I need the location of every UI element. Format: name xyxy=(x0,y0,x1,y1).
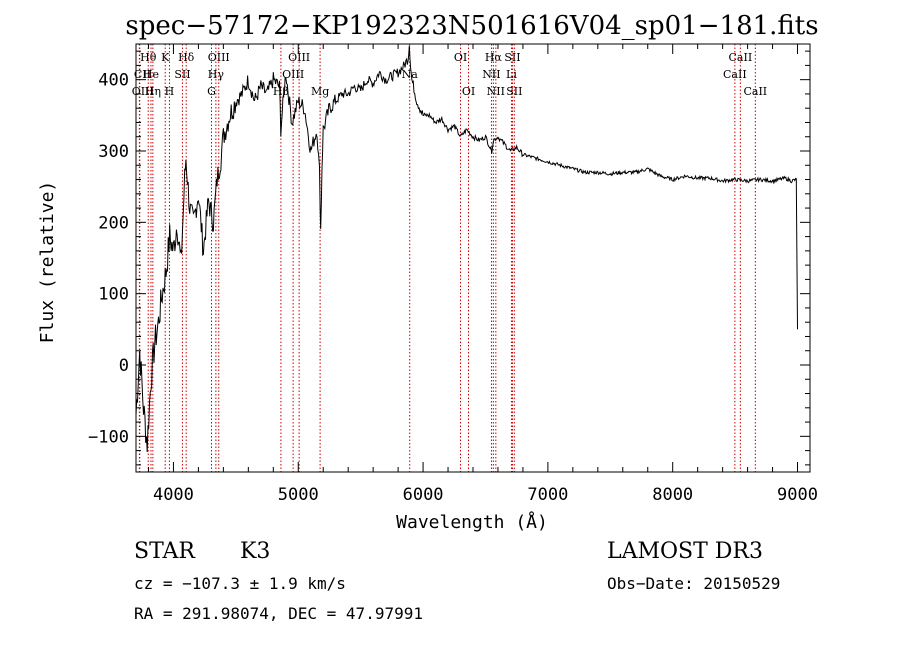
spectral-line-markers xyxy=(138,44,756,472)
coordinates: RA = 291.98074, DEC = 47.97991 xyxy=(134,604,423,623)
spectrum-series-line xyxy=(135,45,798,453)
y-tick-label: 400 xyxy=(98,71,129,91)
observation-date: Obs−Date: 20150529 xyxy=(607,574,780,593)
line-label: OI xyxy=(462,85,475,98)
line-label: NII xyxy=(482,68,500,81)
x-tick-label: 6000 xyxy=(403,485,444,505)
line-label: OIII xyxy=(208,51,230,64)
line-label: NII xyxy=(487,85,505,98)
y-axis-label: Flux (relative) xyxy=(37,181,58,344)
survey-name: LAMOST DR3 xyxy=(607,539,763,564)
plot-frame xyxy=(135,43,811,473)
chart-title: spec−57172−KP192323N501616V04_sp01−181.f… xyxy=(125,11,818,41)
object-subclass: K3 xyxy=(240,539,270,564)
line-label: CaII xyxy=(723,68,747,81)
line-label: H xyxy=(165,85,175,98)
line-label: CaII xyxy=(729,51,753,64)
line-label: Hθ xyxy=(140,51,157,64)
y-axis: −100 0 100 200 300 400 xyxy=(88,50,810,466)
line-label: Hβ xyxy=(273,85,289,98)
line-label: SII xyxy=(504,51,520,64)
line-label: OIII xyxy=(288,51,310,64)
redshift-velocity: cz = −107.3 ± 1.9 km/s xyxy=(134,574,346,593)
x-tick-label: 7000 xyxy=(527,485,568,505)
line-label: Hγ xyxy=(208,68,225,81)
x-tick-label: 9000 xyxy=(777,485,818,505)
line-label: Hδ xyxy=(178,51,195,64)
line-label: SII xyxy=(174,68,190,81)
y-tick-label: 100 xyxy=(98,285,129,305)
x-axis: 4000 5000 6000 7000 8000 9000 xyxy=(147,44,818,505)
line-label: CaII xyxy=(743,85,767,98)
line-label: OIII xyxy=(132,85,154,98)
line-label: Hα xyxy=(485,51,503,64)
line-label: OIII xyxy=(282,68,304,81)
object-class: STAR xyxy=(134,539,196,564)
line-label: He xyxy=(143,68,159,81)
y-tick-label: 300 xyxy=(98,142,129,162)
line-label: SII xyxy=(506,85,522,98)
x-tick-label: 5000 xyxy=(278,485,319,505)
x-axis-label: Wavelength (Å) xyxy=(396,511,548,533)
line-label: Mg xyxy=(311,85,329,98)
x-tick-label: 4000 xyxy=(153,485,194,505)
line-label: CII xyxy=(134,68,151,81)
line-label: Na xyxy=(402,68,419,81)
line-label: Hη xyxy=(145,85,161,98)
line-label: OI xyxy=(454,51,467,64)
y-tick-label: −100 xyxy=(88,427,129,447)
y-tick-label: 0 xyxy=(119,356,129,376)
line-label: G xyxy=(207,85,216,98)
y-tick-label: 200 xyxy=(98,213,129,233)
line-label: K xyxy=(161,51,170,64)
x-tick-label: 8000 xyxy=(652,485,693,505)
line-label: Li xyxy=(506,68,517,81)
